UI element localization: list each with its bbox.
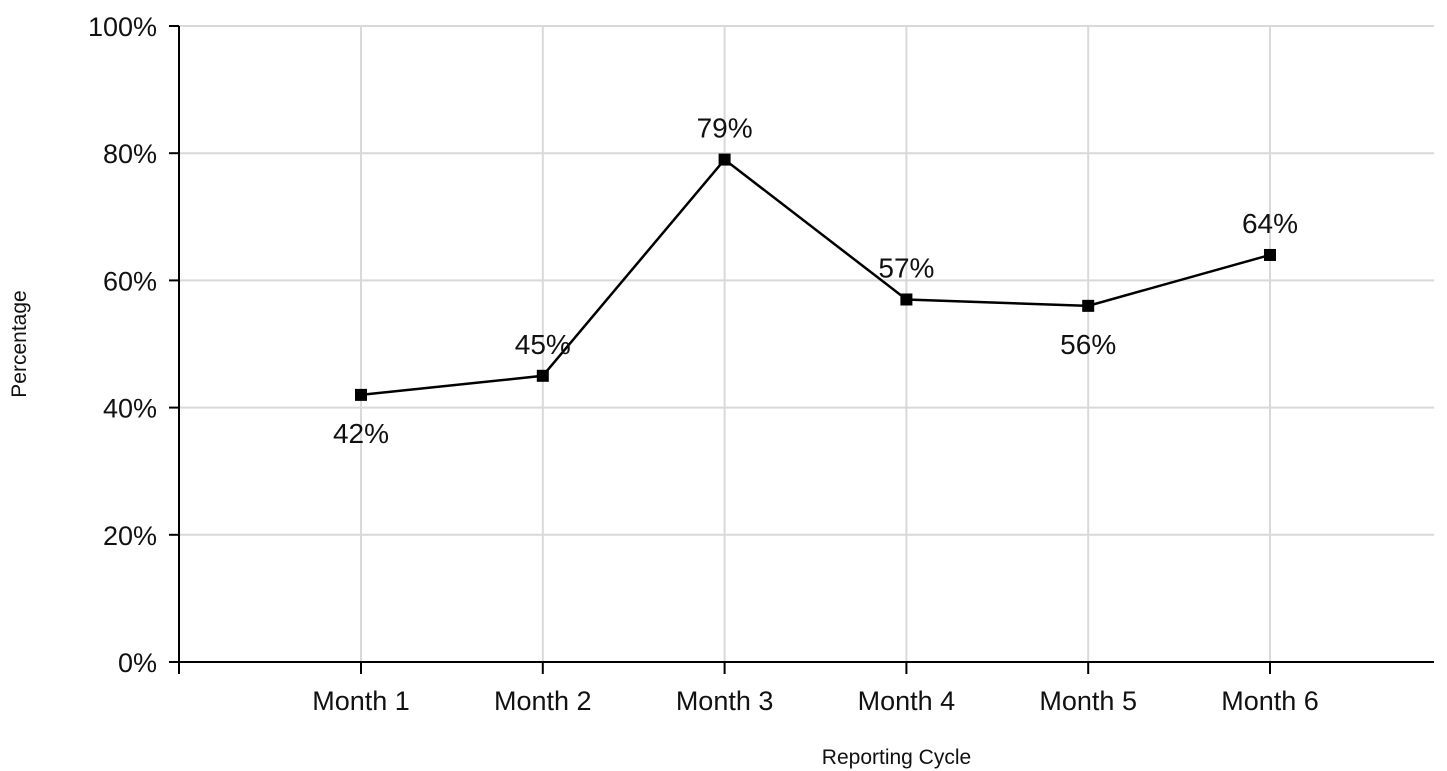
x-tick-label: Month 3 xyxy=(676,686,774,716)
data-point-marker xyxy=(536,369,549,382)
grid xyxy=(169,25,1434,674)
y-tick-label: 0% xyxy=(118,648,157,678)
y-tick-labels: 0% 20% 40% 60% 80% 100% xyxy=(88,12,157,678)
series-line xyxy=(360,157,1271,397)
series xyxy=(355,153,1276,401)
x-tick-label: Month 4 xyxy=(858,686,956,716)
data-label: 56% xyxy=(1060,329,1116,360)
data-point-marker xyxy=(1264,248,1276,261)
x-tick-label: Month 1 xyxy=(312,686,410,716)
y-axis-title: Percentage xyxy=(8,290,31,397)
data-point-marker xyxy=(900,293,913,306)
x-tick-label: Month 5 xyxy=(1039,686,1137,716)
y-tick-label: 100% xyxy=(88,12,157,42)
y-tick-label: 40% xyxy=(103,394,157,424)
data-label: 57% xyxy=(878,252,934,283)
data-label: 45% xyxy=(515,329,571,360)
data-point-marker xyxy=(1082,299,1095,312)
x-tick-label: Month 6 xyxy=(1221,686,1319,716)
x-axis-title: Reporting Cycle xyxy=(822,746,971,769)
y-tick-label: 80% xyxy=(103,139,157,169)
x-tick-label: Month 2 xyxy=(494,686,592,716)
data-label: 64% xyxy=(1242,208,1298,239)
y-tick-label: 20% xyxy=(103,521,157,551)
y-tick-label: 60% xyxy=(103,266,157,296)
data-label: 79% xyxy=(697,113,753,144)
data-labels: 42% 45% 79% 57% 56% 64% xyxy=(333,113,1298,449)
data-label: 42% xyxy=(333,418,389,449)
data-point-marker xyxy=(355,388,367,401)
data-point-marker xyxy=(718,153,731,166)
axes xyxy=(178,26,1434,663)
x-tick-labels: Month 1 Month 2 Month 3 Month 4 Month 5 Month… xyxy=(312,686,1319,716)
